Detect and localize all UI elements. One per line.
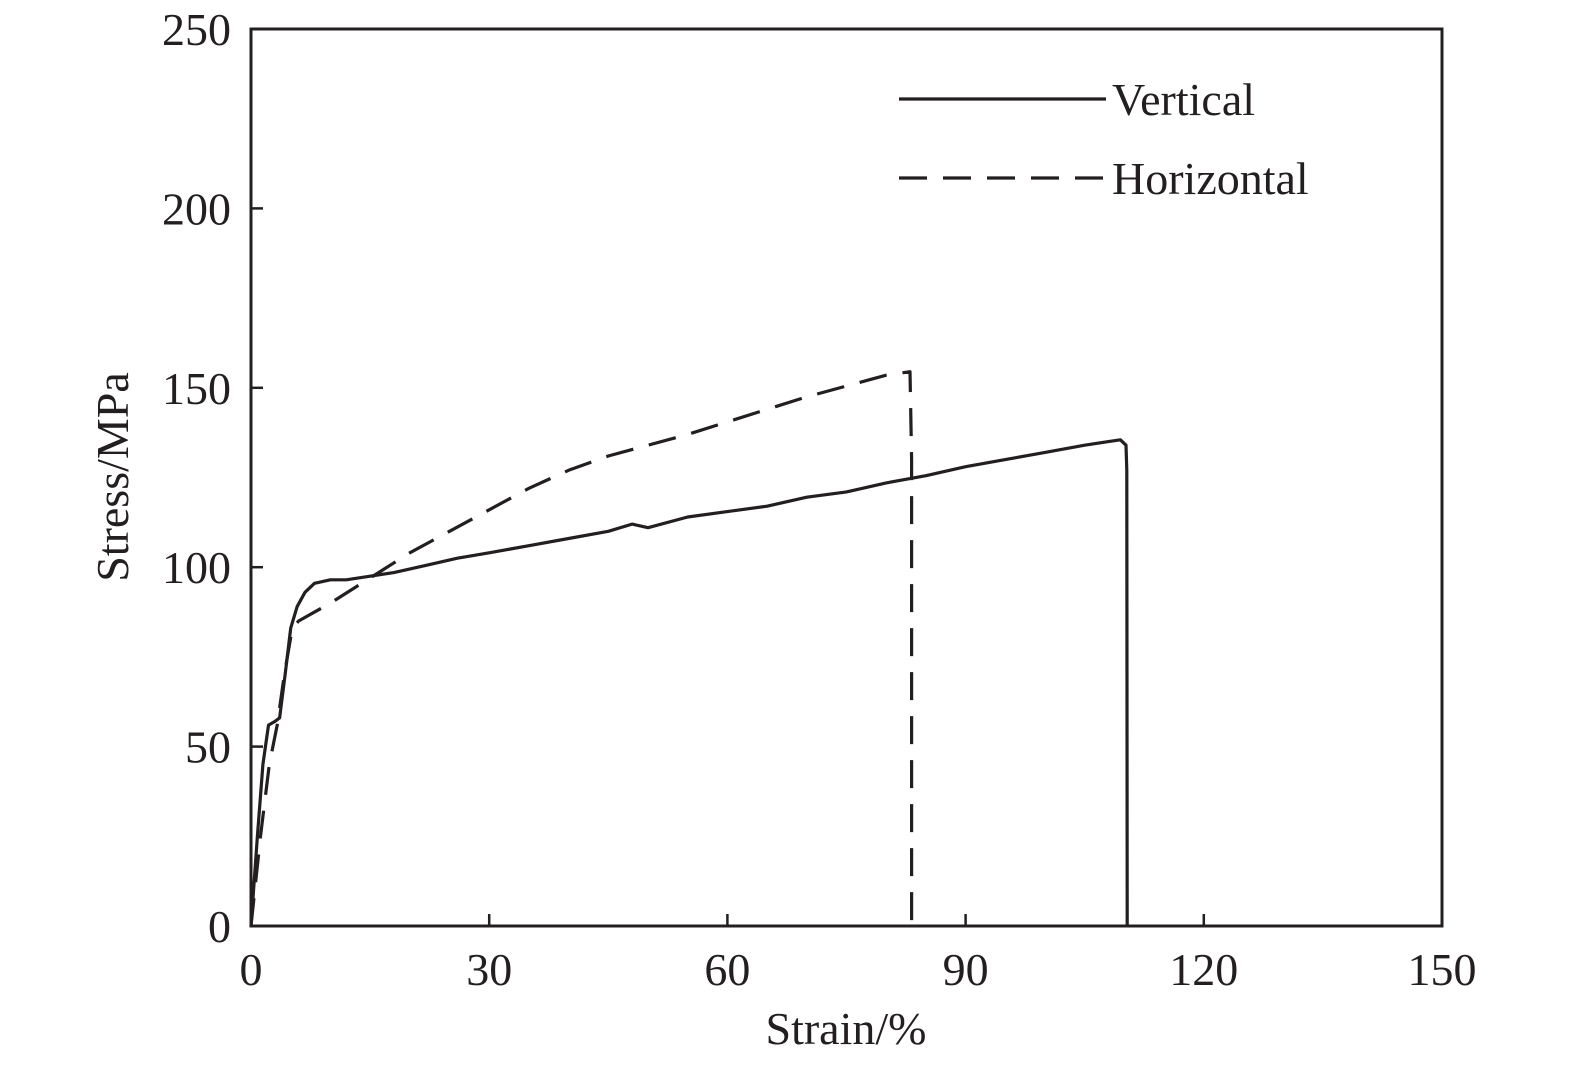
series-line-horizontal bbox=[249, 370, 914, 927]
x-tick-label: 30 bbox=[466, 944, 512, 995]
series-line-vertical bbox=[249, 438, 1129, 927]
x-axis-ticks: 0 30 60 90 120 150 bbox=[240, 914, 1477, 995]
y-tick-label: 50 bbox=[185, 722, 231, 773]
legend-label-horizontal: Horizontal bbox=[1112, 153, 1309, 204]
y-tick-label: 200 bbox=[162, 183, 231, 234]
y-tick-label: 150 bbox=[162, 363, 231, 414]
x-axis-title: Strain/% bbox=[766, 1003, 927, 1054]
series-layer bbox=[249, 370, 1129, 927]
plot-frame bbox=[249, 27, 1444, 928]
y-tick-label: 0 bbox=[208, 901, 231, 952]
y-axis-title: Stress/MPa bbox=[87, 372, 138, 582]
x-tick-label: 90 bbox=[943, 944, 989, 995]
y-tick-label: 250 bbox=[162, 4, 231, 55]
x-tick-label: 120 bbox=[1169, 944, 1238, 995]
x-tick-label: 60 bbox=[704, 944, 750, 995]
y-axis-ticks: 0 50 100 150 200 250 bbox=[162, 4, 263, 952]
x-tick-label: 150 bbox=[1408, 944, 1477, 995]
y-tick-label: 100 bbox=[162, 542, 231, 593]
legend-label-vertical: Vertical bbox=[1112, 74, 1255, 125]
x-tick-label: 0 bbox=[240, 944, 263, 995]
legend: Vertical Horizontal bbox=[899, 74, 1309, 204]
